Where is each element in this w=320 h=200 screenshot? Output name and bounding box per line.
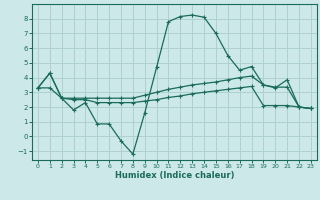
X-axis label: Humidex (Indice chaleur): Humidex (Indice chaleur) [115, 171, 234, 180]
